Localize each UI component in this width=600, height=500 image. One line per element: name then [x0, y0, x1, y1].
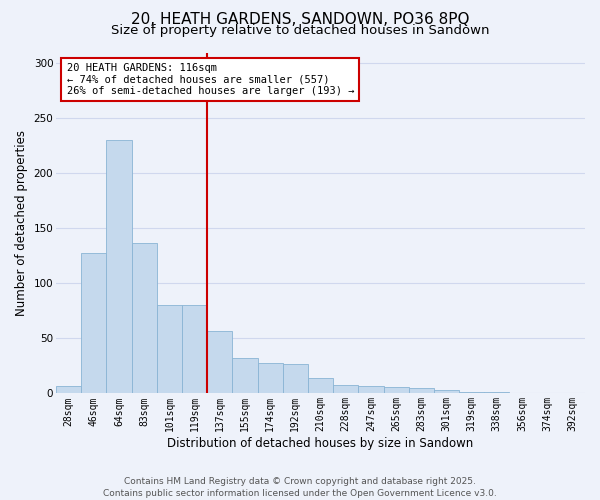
Text: Size of property relative to detached houses in Sandown: Size of property relative to detached ho… [111, 24, 489, 37]
Bar [459, 392, 484, 394]
Bar [131, 243, 157, 394]
Bar [232, 358, 257, 394]
Bar [409, 388, 434, 394]
Bar [383, 387, 409, 394]
Bar [283, 364, 308, 394]
Bar [484, 392, 509, 394]
X-axis label: Distribution of detached houses by size in Sandown: Distribution of detached houses by size … [167, 437, 473, 450]
Text: 20 HEATH GARDENS: 116sqm
← 74% of detached houses are smaller (557)
26% of semi-: 20 HEATH GARDENS: 116sqm ← 74% of detach… [67, 62, 354, 96]
Bar [358, 386, 383, 394]
Bar [182, 306, 207, 394]
Bar [308, 378, 333, 394]
Bar [157, 306, 182, 394]
Bar [81, 252, 106, 394]
Bar [56, 386, 81, 394]
Bar [257, 362, 283, 394]
Text: 20, HEATH GARDENS, SANDOWN, PO36 8PQ: 20, HEATH GARDENS, SANDOWN, PO36 8PQ [131, 12, 469, 28]
Bar [434, 390, 459, 394]
Bar [333, 384, 358, 394]
Y-axis label: Number of detached properties: Number of detached properties [15, 130, 28, 316]
Bar [106, 140, 131, 394]
Bar [207, 330, 232, 394]
Text: Contains HM Land Registry data © Crown copyright and database right 2025.
Contai: Contains HM Land Registry data © Crown c… [103, 476, 497, 498]
